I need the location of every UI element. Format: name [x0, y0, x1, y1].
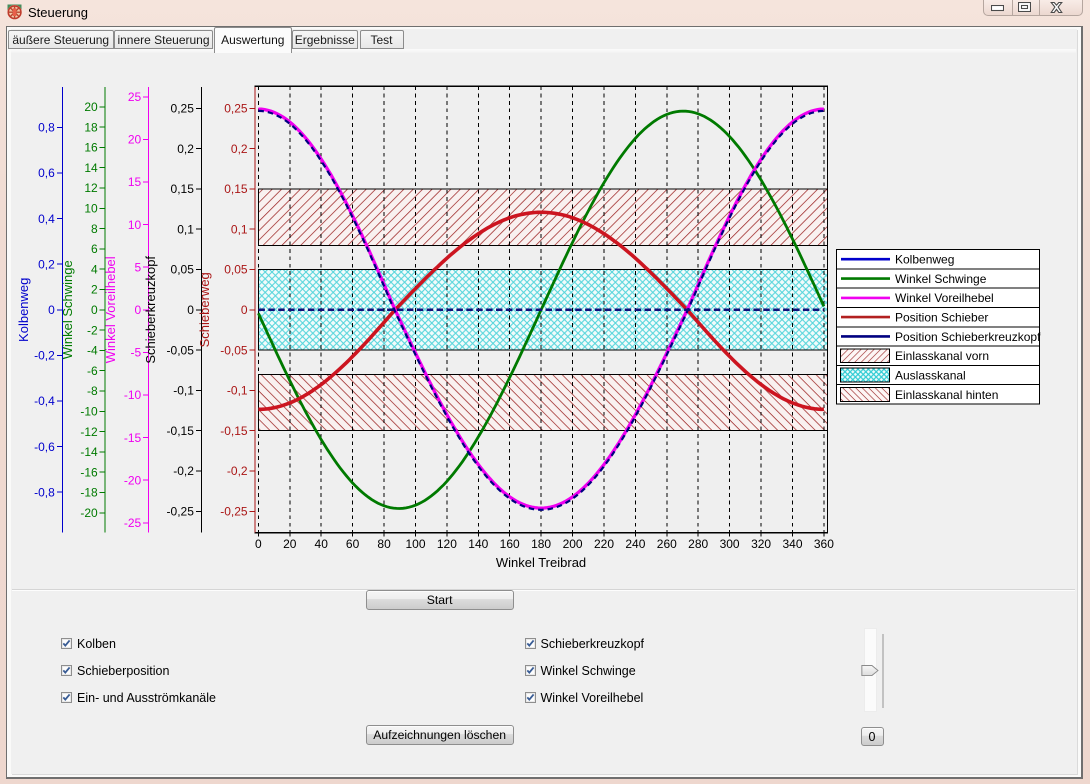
- svg-text:60: 60: [346, 537, 360, 551]
- svg-text:-10: -10: [124, 388, 142, 402]
- svg-text:0,15: 0,15: [224, 182, 248, 196]
- svg-text:220: 220: [594, 537, 614, 551]
- svg-text:280: 280: [688, 537, 708, 551]
- svg-text:-0,4: -0,4: [34, 394, 55, 408]
- svg-text:140: 140: [468, 537, 488, 551]
- svg-text:Auslasskanal: Auslasskanal: [895, 368, 966, 382]
- svg-text:0: 0: [91, 303, 98, 317]
- svg-text:0: 0: [187, 303, 194, 317]
- svg-text:Einlasskanal vorn: Einlasskanal vorn: [895, 349, 989, 363]
- svg-text:300: 300: [720, 537, 740, 551]
- svg-text:-0,6: -0,6: [34, 440, 55, 454]
- svg-text:-0,1: -0,1: [173, 384, 194, 398]
- svg-text:-2: -2: [87, 323, 98, 337]
- svg-text:10: 10: [128, 218, 142, 232]
- svg-text:-6: -6: [87, 364, 98, 378]
- svg-text:0,1: 0,1: [231, 222, 248, 236]
- svg-text:-25: -25: [124, 516, 142, 530]
- svg-text:0,2: 0,2: [38, 257, 55, 271]
- svg-text:260: 260: [657, 537, 677, 551]
- svg-text:20: 20: [283, 537, 297, 551]
- svg-text:-10: -10: [80, 405, 98, 419]
- svg-text:20: 20: [84, 100, 98, 114]
- svg-text:-0,15: -0,15: [167, 424, 195, 438]
- svg-text:-4: -4: [87, 344, 98, 358]
- svg-text:-20: -20: [124, 473, 142, 487]
- svg-text:0,05: 0,05: [171, 263, 195, 277]
- svg-text:0: 0: [255, 537, 262, 551]
- svg-text:100: 100: [405, 537, 425, 551]
- svg-text:0,2: 0,2: [177, 142, 194, 156]
- svg-text:Kolbenweg: Kolbenweg: [895, 253, 954, 267]
- svg-text:0,05: 0,05: [224, 263, 248, 277]
- svg-text:-0,15: -0,15: [220, 424, 248, 438]
- svg-text:-0,2: -0,2: [34, 349, 55, 363]
- svg-text:0,15: 0,15: [171, 182, 195, 196]
- svg-text:-15: -15: [124, 431, 142, 445]
- svg-text:240: 240: [625, 537, 645, 551]
- svg-text:-0,25: -0,25: [167, 505, 195, 519]
- svg-text:-0,2: -0,2: [227, 464, 248, 478]
- svg-text:-0,1: -0,1: [227, 384, 248, 398]
- svg-text:-0,8: -0,8: [34, 485, 55, 499]
- svg-text:20: 20: [128, 133, 142, 147]
- svg-text:6: 6: [91, 242, 98, 256]
- svg-text:360: 360: [814, 537, 834, 551]
- svg-text:0,6: 0,6: [38, 166, 55, 180]
- svg-text:0,8: 0,8: [38, 121, 55, 135]
- svg-text:120: 120: [437, 537, 457, 551]
- svg-text:0,4: 0,4: [38, 212, 55, 226]
- svg-text:Schieberkreuzkopf: Schieberkreuzkopf: [143, 256, 158, 364]
- svg-text:10: 10: [84, 202, 98, 216]
- svg-text:12: 12: [84, 181, 98, 195]
- svg-text:180: 180: [531, 537, 551, 551]
- svg-text:14: 14: [84, 161, 98, 175]
- svg-text:0: 0: [135, 303, 142, 317]
- svg-text:4: 4: [91, 262, 98, 276]
- svg-text:40: 40: [315, 537, 329, 551]
- svg-text:15: 15: [128, 175, 142, 189]
- svg-text:Position Schieber: Position Schieber: [895, 311, 988, 325]
- svg-text:0: 0: [241, 303, 248, 317]
- svg-text:-0,2: -0,2: [173, 464, 194, 478]
- svg-text:80: 80: [377, 537, 391, 551]
- svg-text:Winkel Schwinge: Winkel Schwinge: [60, 260, 75, 359]
- svg-text:-8: -8: [87, 384, 98, 398]
- svg-text:5: 5: [135, 260, 142, 274]
- svg-text:0,1: 0,1: [177, 222, 194, 236]
- svg-text:0: 0: [48, 303, 55, 317]
- svg-text:-0,05: -0,05: [167, 343, 195, 357]
- svg-text:-20: -20: [80, 506, 98, 520]
- svg-text:Einlasskanal hinten: Einlasskanal hinten: [895, 388, 998, 402]
- svg-text:160: 160: [500, 537, 520, 551]
- svg-text:-16: -16: [80, 465, 98, 479]
- svg-text:Winkel Voreilhebel: Winkel Voreilhebel: [895, 291, 994, 305]
- svg-text:Position Schieberkreuzkopf: Position Schieberkreuzkopf: [895, 330, 1041, 344]
- svg-text:-18: -18: [80, 486, 98, 500]
- svg-text:8: 8: [91, 222, 98, 236]
- svg-text:0,25: 0,25: [224, 102, 248, 116]
- svg-text:Kolbenweg: Kolbenweg: [16, 278, 31, 342]
- svg-text:25: 25: [128, 90, 142, 104]
- svg-text:-12: -12: [80, 425, 98, 439]
- svg-text:0,2: 0,2: [231, 142, 248, 156]
- svg-text:18: 18: [84, 120, 98, 134]
- svg-text:2: 2: [91, 283, 98, 297]
- svg-text:200: 200: [563, 537, 583, 551]
- svg-text:-14: -14: [80, 445, 98, 459]
- svg-text:Schieberweg: Schieberweg: [197, 272, 212, 347]
- svg-text:340: 340: [782, 537, 802, 551]
- svg-text:-0,25: -0,25: [220, 505, 248, 519]
- svg-text:Winkel Voreilhebel: Winkel Voreilhebel: [103, 256, 118, 363]
- svg-text:Winkel Treibrad: Winkel Treibrad: [496, 555, 586, 570]
- svg-text:-0,05: -0,05: [220, 343, 248, 357]
- svg-text:Winkel Schwinge: Winkel Schwinge: [895, 272, 987, 286]
- svg-text:-5: -5: [131, 346, 142, 360]
- svg-text:16: 16: [84, 141, 98, 155]
- svg-text:0,25: 0,25: [171, 102, 195, 116]
- svg-text:320: 320: [751, 537, 771, 551]
